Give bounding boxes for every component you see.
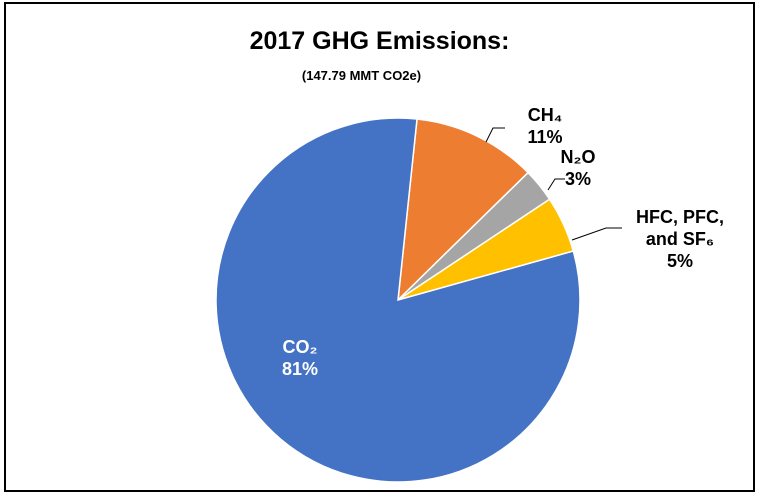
leader-line	[547, 178, 565, 191]
category-label: CH₄	[527, 105, 563, 125]
pie	[215, 117, 581, 483]
leader-line	[571, 227, 622, 241]
chart-title: 2017 GHG Emissions:	[249, 27, 510, 55]
value-label: 81%	[281, 359, 319, 379]
slice-label: N₂O 3%	[548, 146, 608, 190]
category-label: HFC, PFC, and SF₆	[636, 207, 724, 249]
slice-label: CH₄ 11%	[515, 104, 575, 148]
pie-slice	[215, 117, 581, 483]
slice-label: CO₂ 81%	[265, 336, 335, 380]
category-label: N₂O	[560, 147, 596, 167]
value-label: 5%	[666, 251, 693, 271]
value-label: 3%	[564, 169, 591, 189]
value-label: 11%	[527, 127, 563, 147]
chart-subtitle: (147.79 MMT CO2e)	[301, 68, 422, 83]
leader-line	[485, 127, 505, 143]
slice-label: HFC, PFC, and SF₆ 5%	[625, 206, 735, 272]
category-label: CO₂	[282, 337, 318, 357]
pie-slice	[397, 118, 530, 302]
